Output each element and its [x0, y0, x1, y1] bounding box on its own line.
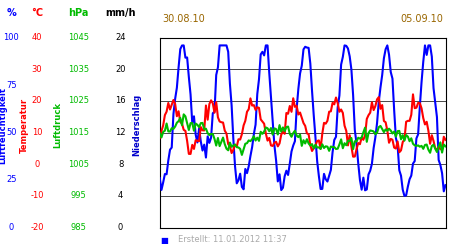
Text: 40: 40	[32, 33, 42, 42]
Text: 4: 4	[118, 191, 123, 200]
Text: 1035: 1035	[68, 65, 89, 74]
Text: 100: 100	[4, 33, 19, 42]
Text: 0: 0	[118, 223, 123, 232]
Text: 1005: 1005	[68, 160, 89, 169]
Text: 30.08.10: 30.08.10	[162, 14, 205, 24]
Text: mm/h: mm/h	[105, 8, 136, 18]
Text: 985: 985	[71, 223, 87, 232]
Text: hPa: hPa	[68, 8, 89, 18]
Text: 1025: 1025	[68, 96, 89, 105]
Text: 24: 24	[115, 33, 126, 42]
Text: Luftdruck: Luftdruck	[53, 102, 62, 148]
Text: 20: 20	[115, 65, 126, 74]
Text: 8: 8	[118, 160, 123, 169]
Text: 1045: 1045	[68, 33, 89, 42]
Text: Erstellt: 11.01.2012 11:37: Erstellt: 11.01.2012 11:37	[178, 236, 287, 244]
Text: Niederschlag: Niederschlag	[133, 94, 142, 156]
Text: °C: °C	[31, 8, 43, 18]
Text: 16: 16	[115, 96, 126, 105]
Text: 0: 0	[34, 160, 40, 169]
Text: 10: 10	[32, 128, 42, 137]
Text: -20: -20	[30, 223, 44, 232]
Text: 20: 20	[32, 96, 42, 105]
Text: 50: 50	[6, 128, 17, 137]
Text: 25: 25	[6, 176, 17, 184]
Text: 05.09.10: 05.09.10	[400, 14, 443, 24]
Text: 75: 75	[6, 80, 17, 90]
Text: 995: 995	[71, 191, 86, 200]
Text: 0: 0	[9, 223, 14, 232]
Text: Temperatur: Temperatur	[20, 98, 29, 152]
Text: Luftfeuchtigkeit: Luftfeuchtigkeit	[0, 86, 8, 164]
Text: %: %	[6, 8, 16, 18]
Text: -10: -10	[30, 191, 44, 200]
Text: 1015: 1015	[68, 128, 89, 137]
Text: ■: ■	[161, 236, 168, 244]
Text: 30: 30	[32, 65, 42, 74]
Text: 12: 12	[115, 128, 126, 137]
